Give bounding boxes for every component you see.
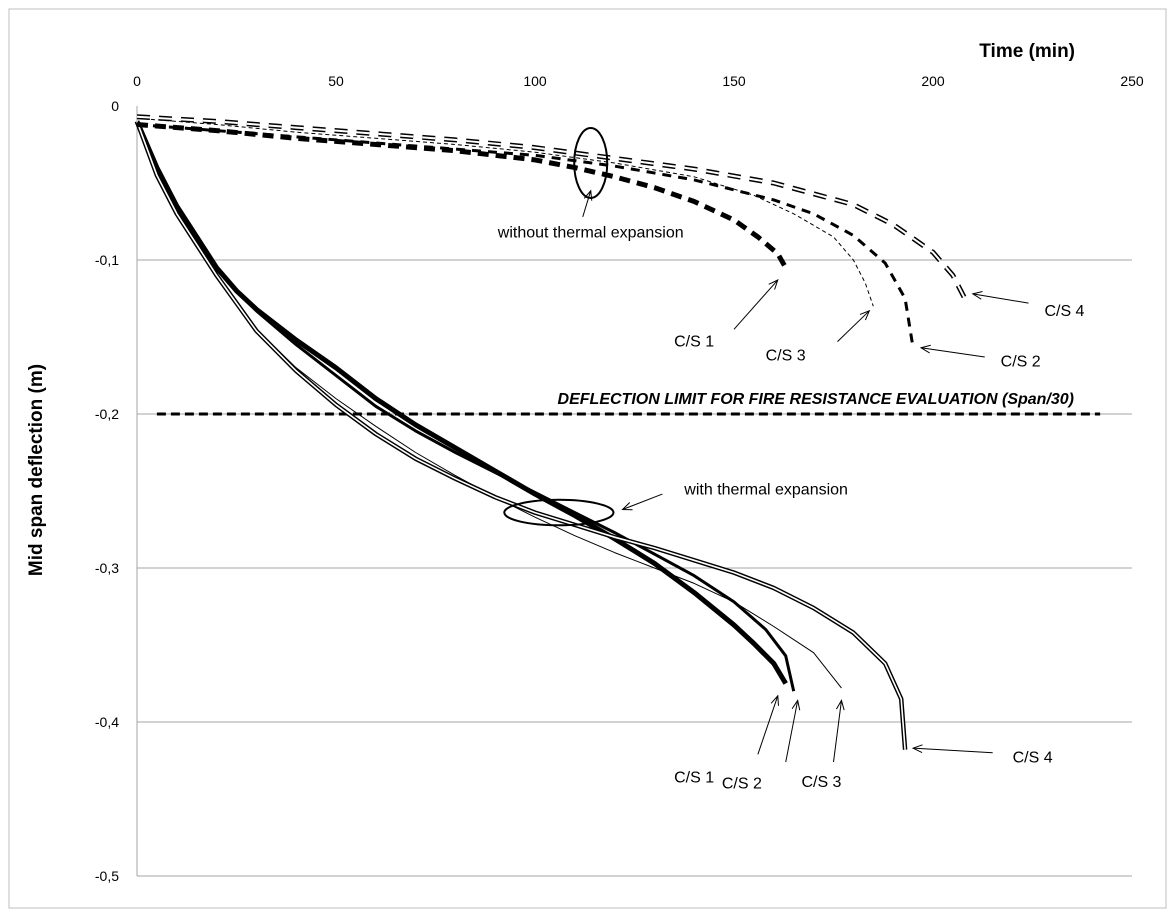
series-6 (136, 117, 874, 307)
annotation-arrow (757, 695, 779, 755)
series-5 (136, 123, 915, 349)
y-tick-label: -0,5 (95, 868, 119, 884)
arrow-head (621, 502, 633, 511)
y-tick-label: 0 (111, 98, 119, 114)
annotation-arrow (785, 700, 799, 763)
annotation-label: without thermal expansion (497, 224, 684, 241)
x-tick-label: 150 (722, 73, 746, 89)
annotation-arrow (972, 293, 1029, 304)
x-tick-label: 200 (921, 73, 945, 89)
annotation-arrow (733, 279, 779, 330)
annotation-label: C/S 1 (674, 334, 714, 351)
annotation-arrow (913, 747, 993, 754)
annotation-arrow (622, 493, 663, 510)
x-axis-title: Time (min) (979, 41, 1075, 62)
series-3 (134, 120, 908, 750)
series-4 (136, 122, 788, 269)
x-tick-label: 250 (1120, 73, 1144, 89)
y-tick-label: -0,2 (95, 406, 119, 422)
annotation-7: C/S 2 (722, 699, 801, 793)
annotation-label: C/S 2 (722, 776, 762, 793)
deflection-limit-label: DEFLECTION LIMIT FOR FIRE RESISTANCE EVA… (558, 391, 1074, 408)
annotation-8: C/S 3 (801, 699, 845, 791)
annotation-label: C/S 2 (1001, 354, 1041, 371)
x-tick-label: 50 (328, 73, 344, 89)
annotation-label: C/S 1 (674, 769, 714, 786)
annotation-5: C/S 4 (971, 291, 1085, 320)
y-tick-label: -0,4 (95, 714, 119, 730)
y-axis-title: Mid span deflection (m) (26, 364, 47, 576)
annotation-label: C/S 3 (766, 347, 806, 364)
annotation-arrow (920, 347, 985, 358)
chart-frame (8, 8, 1167, 909)
annotation-1: with thermal expansion (503, 481, 848, 527)
annotation-2: C/S 1 (674, 279, 779, 351)
series-line (136, 117, 874, 307)
annotation-3: C/S 3 (766, 309, 871, 364)
series-line (136, 123, 915, 349)
series-1 (135, 120, 796, 692)
arrow-head (791, 699, 801, 711)
annotation-label: C/S 4 (1013, 749, 1053, 766)
deflection-limit: DEFLECTION LIMIT FOR FIRE RESISTANCE EVA… (156, 391, 1101, 416)
annotation-label: with thermal expansion (683, 481, 848, 498)
annotation-arrow (833, 700, 842, 763)
annotation-label: C/S 3 (801, 774, 841, 791)
annotation-ellipse (503, 498, 615, 527)
annotations: without thermal expansion with thermal ex… (497, 126, 1085, 793)
x-tick-label: 100 (523, 73, 547, 89)
y-tick-label: -0,1 (95, 252, 119, 268)
annotation-0: without thermal expansion (497, 126, 684, 241)
annotation-arrow (582, 190, 592, 218)
annotation-9: C/S 4 (911, 744, 1053, 766)
annotation-4: C/S 2 (919, 344, 1041, 371)
series-line (136, 121, 906, 750)
x-tick-label: 0 (133, 73, 141, 89)
arrow-head (770, 694, 780, 706)
annotation-label: C/S 4 (1044, 303, 1084, 320)
arrow-head (583, 189, 593, 201)
annotation-arrow (837, 310, 870, 342)
arrow-head (971, 291, 983, 300)
arrow-head (835, 699, 845, 711)
y-tick-label: -0,3 (95, 560, 119, 576)
annotation-ellipse (573, 126, 609, 199)
arrow-head (859, 309, 871, 321)
series-line (136, 122, 788, 269)
axes: 0 -0,1 -0,2 -0,3 -0,4 -0,5 0 50 100 150 200 250 (95, 73, 1144, 884)
arrow-head (911, 744, 923, 754)
annotation-6: C/S 1 (674, 694, 780, 786)
arrow-head (919, 344, 931, 354)
arrow-head (768, 279, 779, 290)
series-group (134, 114, 968, 750)
series-line (135, 120, 796, 692)
